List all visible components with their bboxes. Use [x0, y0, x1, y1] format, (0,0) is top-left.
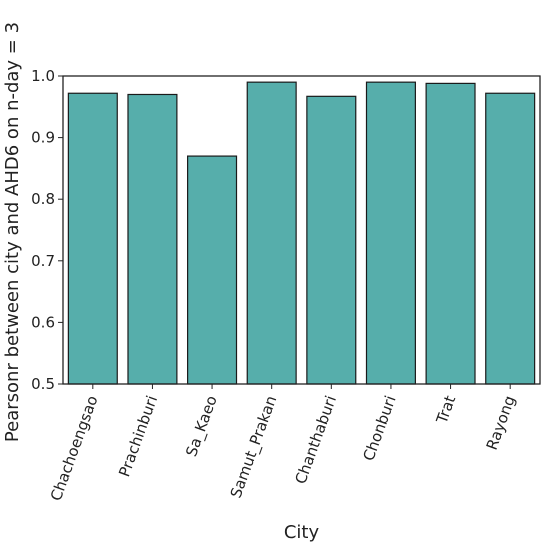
bar-chachoengsao [67, 92, 118, 385]
bar-chanthaburi [306, 95, 357, 385]
x-tick-label: Chonburi [360, 393, 400, 463]
bar-chonburi [365, 81, 416, 385]
x-axis: Chachoengsao Prachinburi Sa_Kaeo Samut_Prak… [47, 384, 519, 503]
y-tick-label: 0.9 [31, 129, 55, 147]
x-tick-label: Sa_Kaeo [182, 393, 222, 459]
y-tick-label: 0.8 [31, 190, 55, 208]
x-tick-label: Chanthaburi [291, 393, 340, 486]
bar-samut_prakan [246, 81, 297, 385]
x-tick-label: Trat [432, 393, 459, 427]
plot-frame [62, 75, 541, 385]
x-tick-label: Prachinburi [115, 393, 161, 479]
y-axis: 0.5 0.6 0.7 0.8 0.9 1.0 [31, 67, 63, 393]
y-tick-label: 0.5 [31, 375, 55, 393]
bar-prachinburi [127, 93, 178, 385]
x-tick-label: Chachoengsao [47, 393, 102, 503]
x-tick-label: Samut_Prakan [227, 393, 282, 501]
x-tick-label: Rayong [483, 393, 519, 452]
bar-sa_kaeo [187, 155, 238, 385]
y-tick-label: 0.7 [31, 252, 55, 270]
x-axis-label: City [284, 522, 320, 543]
bar-trat [425, 82, 476, 385]
y-tick-label: 0.6 [31, 313, 55, 331]
bar-rayong [485, 92, 536, 385]
y-tick-label: 1.0 [31, 67, 55, 85]
bars-group [67, 81, 536, 385]
y-axis-label: Pearsonr between city and AHD6 on n-day … [2, 22, 23, 442]
